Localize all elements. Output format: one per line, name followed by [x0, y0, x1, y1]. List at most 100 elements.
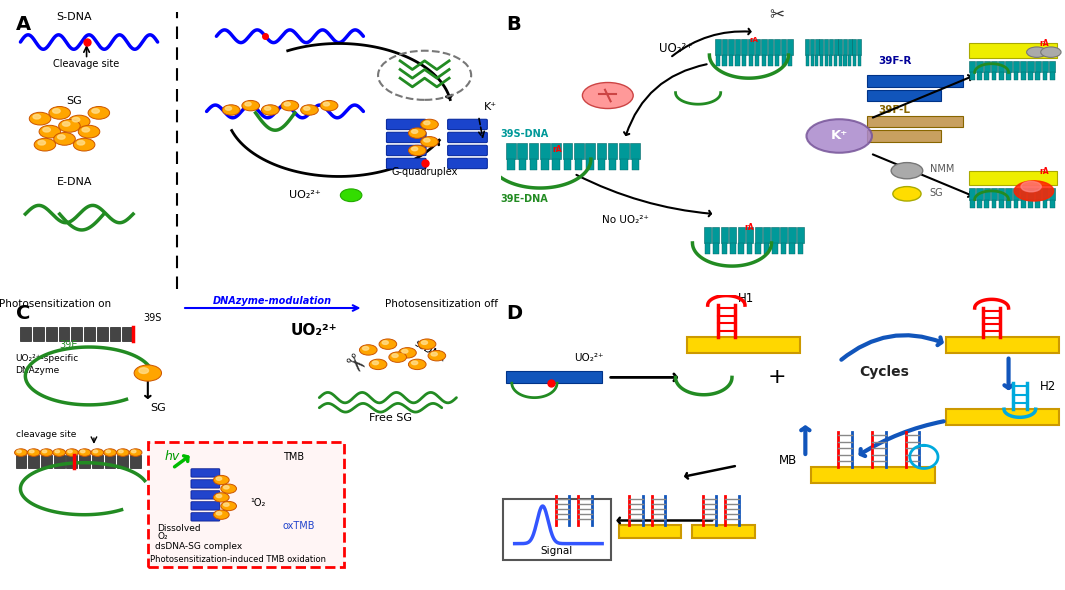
Text: UO₂²⁺: UO₂²⁺ [659, 42, 692, 55]
FancyBboxPatch shape [947, 409, 1060, 425]
FancyBboxPatch shape [122, 327, 133, 341]
Circle shape [382, 341, 389, 345]
FancyBboxPatch shape [447, 132, 488, 143]
FancyBboxPatch shape [716, 55, 720, 66]
Text: rA: rA [552, 145, 562, 154]
FancyBboxPatch shape [519, 159, 526, 171]
FancyBboxPatch shape [992, 199, 997, 208]
FancyBboxPatch shape [1013, 188, 1019, 199]
Circle shape [220, 484, 236, 493]
FancyBboxPatch shape [848, 39, 852, 55]
FancyBboxPatch shape [947, 337, 1060, 353]
FancyBboxPatch shape [1035, 188, 1041, 199]
FancyBboxPatch shape [387, 119, 426, 130]
Text: hv: hv [165, 450, 180, 463]
FancyBboxPatch shape [92, 454, 102, 468]
FancyBboxPatch shape [736, 55, 740, 66]
FancyBboxPatch shape [104, 454, 115, 468]
Circle shape [431, 352, 438, 356]
FancyBboxPatch shape [1028, 188, 1033, 199]
Circle shape [321, 100, 338, 111]
Circle shape [28, 449, 40, 456]
Circle shape [216, 477, 222, 480]
Text: 39S: 39S [143, 313, 161, 323]
Text: ¹O₂: ¹O₂ [250, 498, 266, 508]
FancyBboxPatch shape [738, 243, 744, 254]
FancyBboxPatch shape [843, 39, 847, 55]
Circle shape [223, 105, 240, 115]
FancyBboxPatch shape [843, 55, 847, 66]
FancyBboxPatch shape [117, 454, 128, 468]
Text: C: C [16, 304, 30, 323]
FancyBboxPatch shape [819, 39, 823, 55]
Text: ✂: ✂ [770, 6, 785, 24]
Circle shape [105, 450, 111, 453]
FancyBboxPatch shape [619, 143, 628, 159]
Circle shape [411, 361, 417, 365]
FancyBboxPatch shape [541, 159, 548, 171]
Circle shape [892, 186, 921, 201]
FancyBboxPatch shape [754, 39, 760, 55]
Circle shape [53, 133, 76, 145]
FancyBboxPatch shape [1028, 73, 1033, 80]
FancyBboxPatch shape [998, 61, 1004, 73]
FancyBboxPatch shape [977, 61, 983, 73]
Text: K⁺: K⁺ [484, 102, 496, 112]
FancyBboxPatch shape [1028, 199, 1033, 208]
Circle shape [583, 83, 634, 109]
FancyBboxPatch shape [1042, 61, 1048, 73]
Circle shape [138, 368, 148, 373]
FancyBboxPatch shape [812, 467, 935, 483]
FancyBboxPatch shape [721, 243, 727, 254]
FancyBboxPatch shape [977, 199, 982, 208]
FancyBboxPatch shape [782, 55, 786, 66]
FancyBboxPatch shape [771, 227, 779, 243]
Circle shape [281, 100, 298, 111]
FancyBboxPatch shape [768, 55, 773, 66]
FancyBboxPatch shape [839, 55, 841, 66]
FancyBboxPatch shape [998, 188, 1004, 199]
Text: rA: rA [1039, 40, 1049, 48]
FancyBboxPatch shape [742, 55, 747, 66]
FancyBboxPatch shape [775, 55, 780, 66]
Circle shape [68, 450, 72, 453]
Text: DNAzyme: DNAzyme [16, 366, 60, 375]
FancyBboxPatch shape [764, 243, 769, 254]
FancyBboxPatch shape [597, 159, 605, 171]
FancyBboxPatch shape [761, 55, 766, 66]
Circle shape [39, 125, 61, 138]
FancyBboxPatch shape [722, 39, 727, 55]
Circle shape [81, 450, 85, 453]
FancyBboxPatch shape [999, 199, 1003, 208]
FancyBboxPatch shape [71, 327, 82, 341]
FancyBboxPatch shape [1013, 61, 1019, 73]
Text: ssDNA: ssDNA [412, 338, 446, 363]
Text: Photosensitization-induced TMB oxidation: Photosensitization-induced TMB oxidation [150, 555, 326, 565]
Circle shape [262, 105, 279, 115]
Text: UO₂²⁺-specific: UO₂²⁺-specific [16, 355, 79, 363]
FancyBboxPatch shape [587, 159, 593, 171]
FancyBboxPatch shape [852, 39, 856, 55]
Circle shape [15, 449, 28, 456]
Circle shape [17, 450, 21, 453]
Circle shape [419, 339, 436, 349]
FancyBboxPatch shape [1005, 61, 1012, 73]
FancyBboxPatch shape [632, 159, 639, 171]
FancyBboxPatch shape [1043, 199, 1047, 208]
Circle shape [411, 147, 417, 150]
Circle shape [398, 348, 416, 358]
FancyBboxPatch shape [788, 227, 796, 243]
FancyBboxPatch shape [29, 454, 39, 468]
FancyBboxPatch shape [830, 55, 833, 66]
FancyBboxPatch shape [977, 73, 982, 80]
FancyBboxPatch shape [620, 159, 627, 171]
Circle shape [131, 450, 136, 453]
Text: B: B [506, 15, 521, 34]
FancyBboxPatch shape [1005, 188, 1012, 199]
FancyBboxPatch shape [715, 39, 721, 55]
Circle shape [224, 503, 229, 506]
FancyBboxPatch shape [747, 243, 753, 254]
FancyBboxPatch shape [820, 55, 823, 66]
Circle shape [78, 449, 91, 456]
FancyBboxPatch shape [721, 227, 727, 243]
